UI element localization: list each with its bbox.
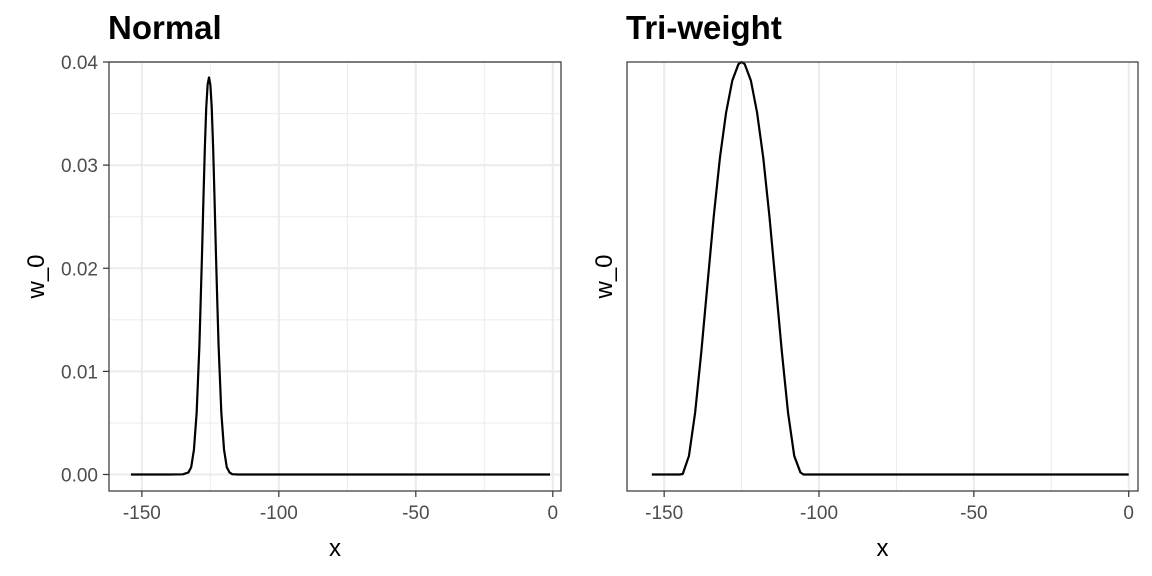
triweight-x-tick-label: -150 — [645, 503, 683, 524]
normal-panel-border — [108, 61, 562, 492]
normal-x-tick-label: 0 — [547, 503, 558, 524]
triweight-grid — [663, 62, 1130, 491]
panel-triweight: -150 -100 -50 0 Tri-weight x w_0 — [591, 9, 1139, 562]
triweight-x-axis-title: x — [877, 535, 889, 562]
normal-series-line — [130, 76, 551, 476]
normal-x-tick-label: -100 — [260, 503, 298, 524]
normal-y-tick-label: 0.01 — [61, 362, 98, 383]
normal-y-tick-label: 0.00 — [61, 466, 98, 487]
normal-y-tick-label: 0.04 — [61, 53, 98, 74]
normal-x-tick-label: -150 — [123, 503, 161, 524]
normal-ticks: -150 -100 -50 0 0.00 0.01 0.02 0.03 0.04 — [61, 53, 558, 524]
normal-x-axis-title: x — [329, 535, 341, 562]
normal-x-tick-label: -50 — [402, 503, 429, 524]
normal-panel-title: Normal — [108, 9, 222, 46]
triweight-panel-title: Tri-weight — [626, 9, 782, 46]
triweight-x-tick-label: -50 — [960, 503, 987, 524]
triweight-x-tick-label: -100 — [800, 503, 838, 524]
normal-y-tick-label: 0.03 — [61, 156, 98, 177]
triweight-x-tick-label: 0 — [1123, 503, 1134, 524]
triweight-series-line — [651, 60, 1129, 476]
triweight-panel-border — [626, 61, 1139, 492]
normal-y-tick-label: 0.02 — [61, 259, 98, 280]
triweight-y-axis-title: w_0 — [591, 254, 618, 299]
normal-y-axis-title: w_0 — [23, 254, 50, 299]
panel-normal: -150 -100 -50 00.000.010.020.030.04 Normal … — [23, 9, 562, 562]
triweight-ticks: -150 -100 -50 0 — [645, 491, 1134, 524]
